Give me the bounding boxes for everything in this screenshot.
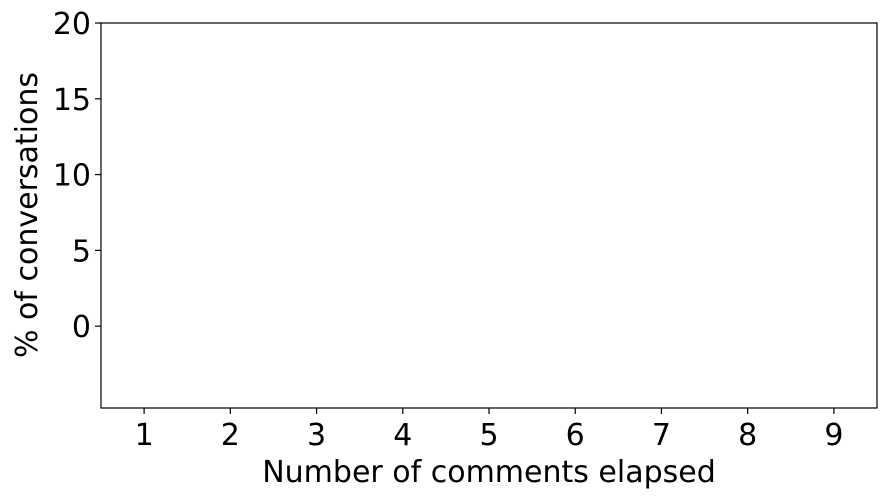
- y-axis: 0 5 10 15 20: [53, 7, 101, 345]
- x-tick-label: 9: [824, 418, 843, 453]
- x-tick-label: 5: [479, 418, 498, 453]
- y-tick-label: 0: [72, 310, 91, 345]
- x-axis: 1 2 3 4 5 6 7 8 9: [135, 408, 843, 453]
- y-tick-label: 20: [53, 7, 91, 42]
- y-axis-label: % of conversations: [10, 72, 45, 358]
- x-tick-label: 8: [738, 418, 757, 453]
- x-tick-label: 2: [221, 418, 240, 453]
- plot-area: [100, 22, 878, 409]
- x-tick-label: 6: [566, 418, 585, 453]
- y-tick-label: 5: [72, 234, 91, 269]
- x-tick-label: 1: [135, 418, 154, 453]
- x-tick-label: 3: [307, 418, 326, 453]
- y-tick-label: 10: [53, 159, 91, 194]
- x-tick-label: 4: [393, 418, 412, 453]
- x-axis-label: Number of comments elapsed: [262, 455, 716, 490]
- x-tick-label: 7: [652, 418, 671, 453]
- y-tick-label: 15: [53, 83, 91, 118]
